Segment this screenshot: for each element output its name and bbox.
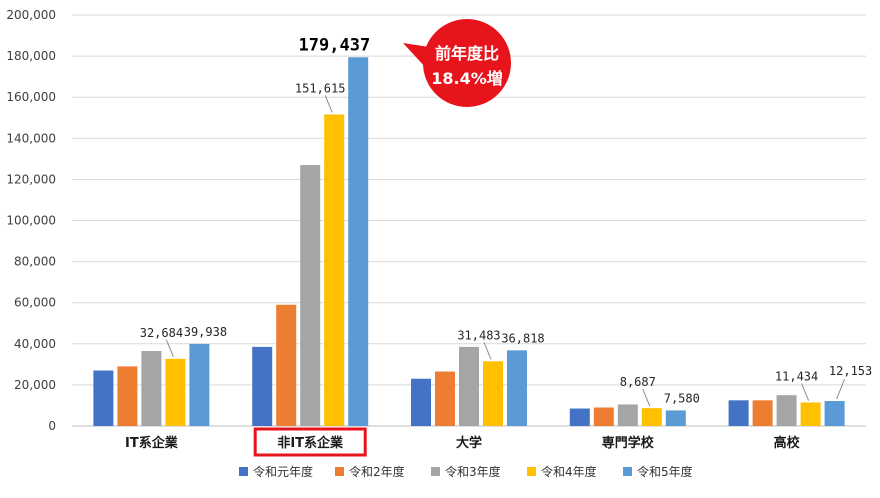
callout-line1: 前年度比 [435,44,499,63]
callout-pointer [403,43,429,69]
bar [165,358,186,426]
legend-swatch [431,467,440,476]
legend-label: 令和5年度 [637,464,693,479]
bar [752,400,773,426]
legend-swatch [623,467,632,476]
x-axis: IT系企業 非IT系企業 大学 専門学校 高校 [125,427,801,457]
data-label: 151,615 [295,81,346,95]
y-tick-label: 40,000 [14,337,56,351]
data-label: 8,687 [620,375,656,389]
bar [348,57,369,427]
bar [641,408,662,426]
bars [93,57,845,427]
data-label: 11,434 [775,370,818,384]
y-tick-label: 20,000 [14,378,56,392]
bar [141,350,162,426]
bar [435,371,455,426]
y-tick-label: 140,000 [6,131,56,145]
bar [276,304,297,426]
y-axis: 0 20,000 40,000 60,000 80,000 100,000 120,000 1… [6,8,56,433]
y-tick-label: 160,000 [6,90,56,104]
data-labels: 32,684 39,938 151,615 179,437 31,483 36,818 8,… [140,35,872,407]
x-tick-label: 高校 [774,435,801,451]
x-tick-label: IT系企業 [125,435,179,451]
y-tick-label: 100,000 [6,214,56,228]
bar [300,165,321,426]
bar [728,400,749,426]
legend: 令和元年度 令和2年度 令和3年度 令和4年度 令和5年度 [239,464,693,479]
bar [665,410,686,426]
bar [117,366,138,426]
y-tick-label: 180,000 [6,49,56,63]
bar [824,401,845,426]
legend-label: 令和元年度 [253,464,313,479]
x-tick-label: 専門学校 [602,435,655,451]
data-label: 12,153 [829,364,872,378]
legend-swatch [527,467,536,476]
legend-label: 令和3年度 [445,464,501,479]
bar [569,408,590,426]
legend-swatch [239,467,248,476]
bar [507,350,527,426]
x-tick-label: 非IT系企業 [277,435,344,451]
leader-line [801,383,810,401]
leader-line [836,378,846,400]
y-tick-label: 0 [48,419,56,433]
highlight-box [253,427,367,457]
y-tick-label: 60,000 [14,296,56,310]
bar [483,361,503,426]
bar [593,407,614,426]
legend-label: 令和2年度 [349,464,405,479]
callout-line2: 18.4%増 [431,69,503,88]
bar [324,114,345,426]
leader-line [165,339,174,358]
y-tick-label: 120,000 [6,172,56,186]
legend-label: 令和4年度 [541,464,597,479]
leader-line [324,95,333,113]
data-label: 179,437 [299,35,371,55]
bar [617,404,638,426]
data-label: 7,580 [664,391,700,405]
leader-line [642,388,651,407]
x-tick-label: 大学 [456,435,482,451]
y-tick-label: 200,000 [6,8,56,22]
bar [189,343,210,426]
data-label: 32,684 [140,326,183,340]
data-label: 36,818 [501,331,544,345]
y-tick-label: 80,000 [14,255,56,269]
bar [776,395,797,426]
bar [800,402,821,426]
leader-line [483,342,492,360]
bar [411,378,431,426]
bar [252,346,273,426]
callout-circle [423,19,511,107]
data-label: 39,938 [184,325,227,339]
data-label: 31,483 [457,328,500,342]
legend-swatch [335,467,344,476]
growth-callout: 前年度比 18.4%増 [403,19,511,107]
bar [459,346,479,426]
bar [93,370,114,426]
